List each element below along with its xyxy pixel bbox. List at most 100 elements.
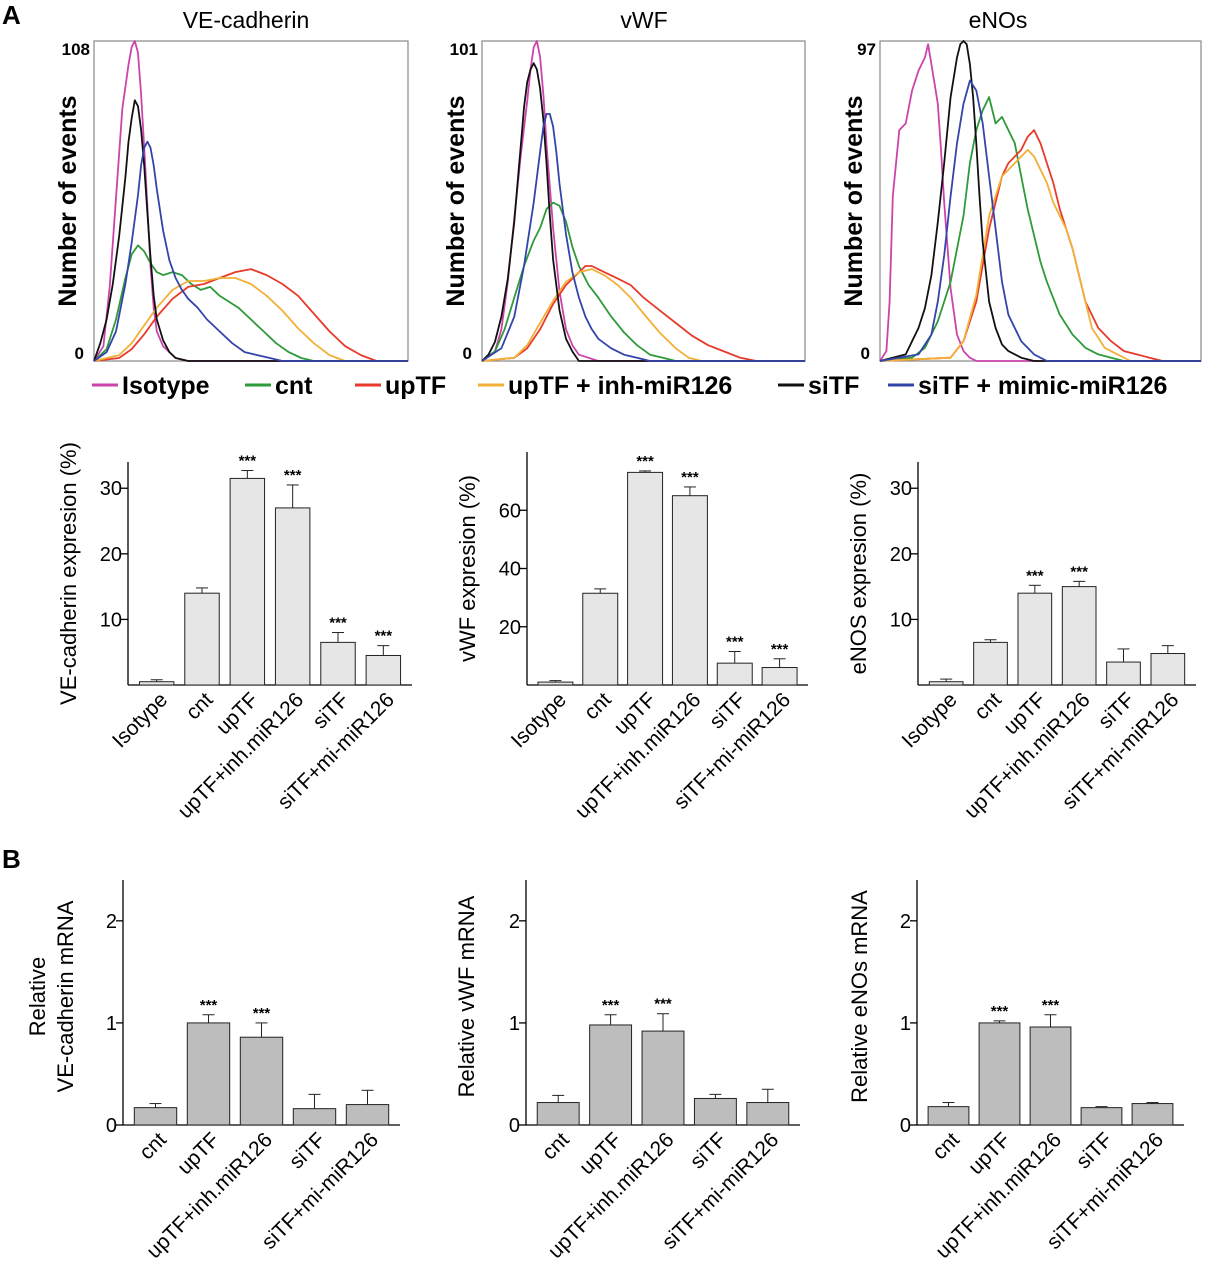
significance-marker: *** xyxy=(200,997,218,1014)
bar-sitf xyxy=(693,1097,737,1126)
y-tick-label: 40 xyxy=(499,559,521,581)
chart-title: eNOs xyxy=(969,7,1028,33)
legend-label: cnt xyxy=(275,372,313,400)
bar-sitf xyxy=(1106,661,1141,686)
bar-isotype xyxy=(537,681,574,686)
bar-cnt xyxy=(973,641,1008,686)
series-line-cnt xyxy=(879,96,1201,362)
significance-marker: *** xyxy=(726,634,744,651)
series-line-uptf-inh-mir126 xyxy=(879,148,1201,362)
bar-sitf xyxy=(1080,1107,1123,1126)
y-axis-label: VE-cadherin expresion (%) xyxy=(56,442,81,705)
bar-uptf-inh-mir126 xyxy=(1061,586,1097,686)
bar-sitf xyxy=(292,1108,337,1126)
y-tick-label: 2 xyxy=(900,911,911,933)
series-line-cnt xyxy=(481,201,805,362)
bar-uptf xyxy=(186,1022,231,1126)
y-axis-label: Relative vWF mRNA xyxy=(454,895,479,1097)
legend-item-isotype: Isotype xyxy=(92,372,210,400)
significance-marker: *** xyxy=(602,997,620,1014)
bar-uptf xyxy=(589,1024,633,1126)
legend-item-cnt: cnt xyxy=(245,372,313,400)
series-line-sitf xyxy=(93,99,408,362)
legend-item-sitf-mimic-mir126: siTF + mimic-miR126 xyxy=(888,372,1167,400)
category-label: cnt xyxy=(580,688,616,724)
bar-isotype xyxy=(928,681,964,686)
y-tick-min: 0 xyxy=(75,344,84,363)
legend-item-sitf: siTF xyxy=(778,372,859,400)
category-label: cnt xyxy=(928,1128,964,1164)
y-tick-label: 1 xyxy=(106,1013,117,1035)
legend-label: siTF + mimic-miR126 xyxy=(918,372,1167,400)
y-tick-label: 30 xyxy=(890,478,912,500)
legend: Isotype cnt upTF upTF + inh-miR126 siTF siTF … xyxy=(92,372,1167,400)
series-line-sitf xyxy=(879,40,1201,362)
histogram-row: VE-cadherin Number of events 108 0 vWF Number… xyxy=(54,7,1202,363)
series-line-sitf xyxy=(481,62,805,362)
bar-uptf xyxy=(229,477,266,686)
series-line-sitf-mimic-mir126 xyxy=(93,140,408,362)
bar-sitf-mi-mir126 xyxy=(761,667,798,686)
series-line-sitf-mimic-mir126 xyxy=(879,79,1201,362)
legend-item-uptf: upTF xyxy=(355,372,446,400)
y-axis-label: Number of events xyxy=(442,95,470,306)
series-line-uptf xyxy=(481,265,805,362)
chart-title: VE-cadherin xyxy=(183,7,310,33)
hist-ve-cadherin: VE-cadherin Number of events 108 0 xyxy=(54,7,409,363)
bar-sitf-mi-mir126 xyxy=(365,654,402,686)
y-tick-label: 20 xyxy=(890,544,912,566)
y-tick-label: 10 xyxy=(890,609,912,631)
category-label: Isotype xyxy=(108,688,172,752)
bar-cnt xyxy=(536,1102,580,1126)
legend-label: siTF xyxy=(808,372,859,400)
hist-vwf: vWF Number of events 101 0 xyxy=(442,7,806,363)
significance-marker: *** xyxy=(654,996,672,1013)
series-line-cnt xyxy=(93,244,408,362)
y-axis-label: vWF expresion (%) xyxy=(455,475,480,662)
y-axis-label: eNOS expresion (%) xyxy=(846,473,871,675)
bar-uptf xyxy=(978,1022,1021,1126)
y-axis-label: VE-cadherin mRNA xyxy=(53,900,78,1092)
bar-uptf-inh-mir126 xyxy=(1029,1026,1072,1126)
y-tick-label: 1 xyxy=(900,1013,911,1035)
significance-marker: *** xyxy=(1026,567,1044,584)
y-axis-label: Relative eNOs mRNA xyxy=(847,890,872,1103)
y-tick-label: 0 xyxy=(509,1115,520,1137)
y-tick-label: 2 xyxy=(509,911,520,933)
bar-sitf-mi-mir126 xyxy=(1131,1103,1174,1126)
legend-label: upTF xyxy=(385,372,446,400)
y-tick-label: 1 xyxy=(509,1013,520,1035)
category-label: siTF xyxy=(285,1128,330,1173)
y-axis-label: Number of events xyxy=(54,95,82,306)
category-label: siTF xyxy=(686,1128,731,1173)
hist-enos: eNOs Number of events 97 0 xyxy=(840,7,1202,363)
y-tick-max: 108 xyxy=(62,40,90,59)
category-label: cnt xyxy=(538,1128,574,1164)
y-tick-label: 20 xyxy=(100,544,122,566)
series-line-uptf-inh-mir126 xyxy=(481,268,805,362)
bar-uptf-inh-mir126 xyxy=(641,1030,685,1126)
y-tick-label: 0 xyxy=(106,1115,117,1137)
category-label: Isotype xyxy=(898,688,962,752)
series-line-uptf-inh-mir126 xyxy=(93,277,408,362)
y-tick-label: 30 xyxy=(100,478,122,500)
category-label: cnt xyxy=(970,688,1006,724)
legend-label: upTF + inh-miR126 xyxy=(508,372,732,400)
category-label: Isotype xyxy=(507,688,571,752)
y-tick-label: 0 xyxy=(900,1115,911,1137)
panel-a-label: A xyxy=(2,0,21,30)
category-label: cnt xyxy=(135,1128,171,1164)
significance-marker: *** xyxy=(636,453,654,470)
bar-uptf-inh-mir126 xyxy=(274,507,311,686)
bar-sitf-mi-mir126 xyxy=(345,1104,390,1126)
bar-ve-cadherin: 10 20 30 VE-cadherin expresion (%) Isotype cn… xyxy=(56,442,412,823)
series-line-uptf xyxy=(879,129,1201,362)
category-label: siTF xyxy=(1072,1128,1117,1173)
